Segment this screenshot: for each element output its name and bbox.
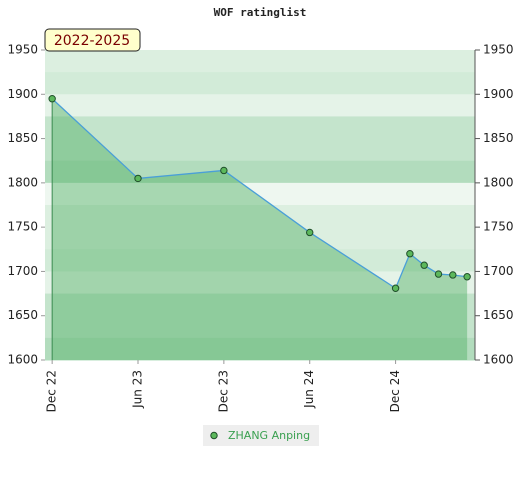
band [45,94,475,117]
marker [420,261,428,269]
band [45,205,475,228]
band [45,249,475,272]
marker [406,250,414,258]
y2-tick-label: 1750 [483,220,514,234]
x-tick-label: Dec 24 [388,370,402,412]
band [45,138,475,162]
y-tick-label: 1900 [7,87,38,101]
y2-tick-label: 1900 [483,87,514,101]
background-bands [45,50,475,361]
x-tick-label: Jun 23 [131,370,145,409]
marker [434,270,443,278]
legend-box [203,425,319,446]
y2-tick-label: 1650 [483,308,514,322]
band [45,315,475,339]
y-tick-label: 1600 [7,353,38,367]
y2-tick-label: 1950 [483,43,514,57]
y-tick-label: 1800 [7,175,38,189]
x-tick-label: Dec 23 [216,370,230,412]
line [51,98,468,290]
band [45,227,475,250]
marker [391,284,400,292]
marker [220,166,228,175]
marker [449,271,457,279]
badge: 2022-2025 [54,33,130,49]
band [45,271,475,295]
y-tick-label: 1750 [7,220,38,234]
legend-marker [210,431,218,440]
marker [306,228,314,237]
marker [48,95,56,103]
marker [463,273,471,281]
y2-tick-label: 1700 [483,264,514,278]
badge-box [44,28,141,52]
y2-tick-label: 1800 [483,175,514,189]
y-tick-label: 1650 [7,308,38,322]
marker [134,174,142,183]
y2-tick-label: 1850 [483,131,514,145]
y-tick-label: 1850 [7,131,38,145]
x-tick-label: Jun 24 [302,370,316,409]
band [45,337,475,361]
legend-label: ZHANG Anping [228,429,310,442]
y2-tick-label: 1600 [483,353,514,367]
band [45,182,475,206]
chart-title: WOF ratinglist [214,6,307,19]
band [45,72,475,95]
band [45,293,475,317]
band [45,116,475,140]
band [45,50,475,73]
y-tick-label: 1700 [7,264,38,278]
x-tick-label: Dec 22 [45,370,59,412]
area [52,98,468,360]
y-tick-label: 1950 [7,43,38,57]
